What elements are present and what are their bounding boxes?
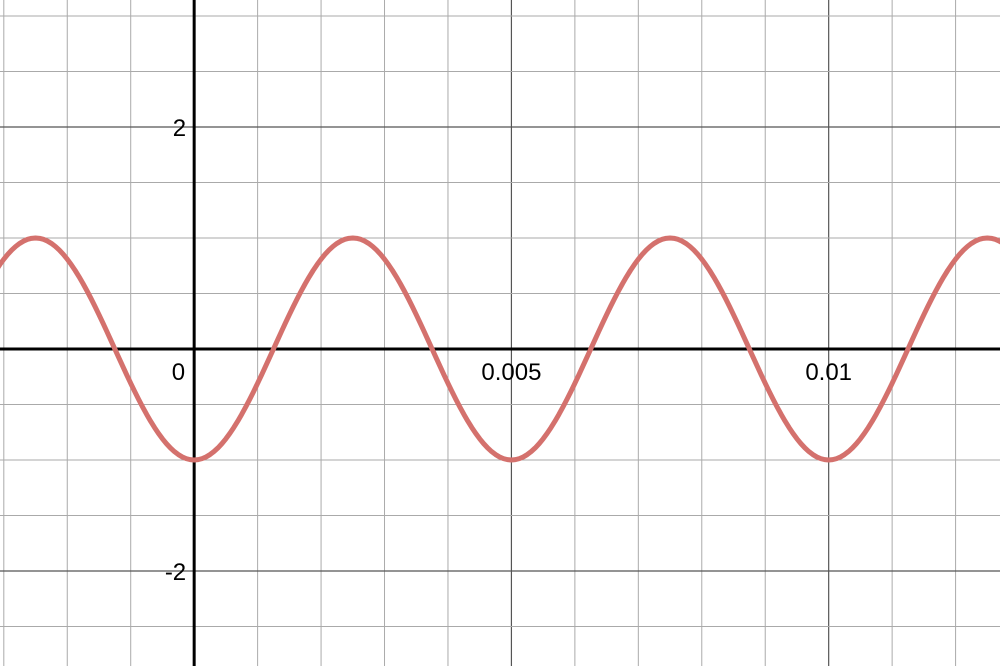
x-tick-label: 0.01	[805, 359, 852, 386]
x-tick-label: 0.005	[481, 359, 541, 386]
series-curve-0	[0, 235, 1000, 463]
tick-labels: 0 0.005 0.01 2 -2	[165, 115, 852, 586]
x-tick-label: 0	[172, 359, 185, 386]
y-tick-label: -2	[165, 559, 186, 586]
curves	[0, 235, 1000, 463]
y-tick-label: 2	[173, 115, 186, 142]
